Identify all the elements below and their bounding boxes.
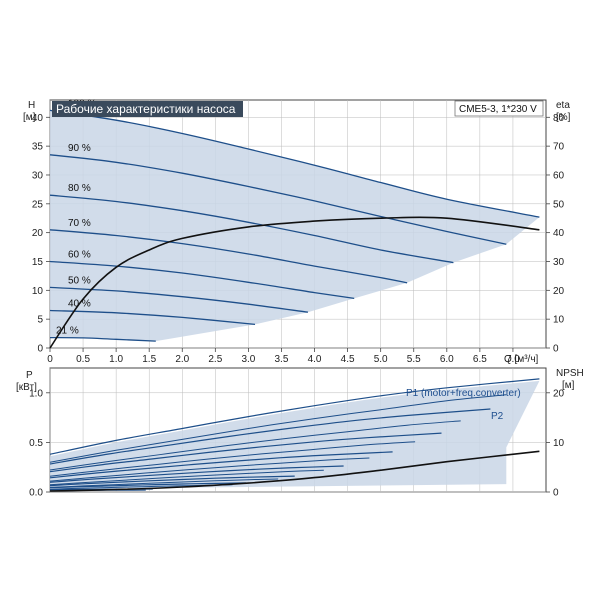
p1-speed-curve (49, 408, 491, 465)
eta-ylabel-unit: [%] (556, 112, 571, 123)
eta-y-tick-label: 60 (553, 170, 565, 181)
speed-label: 50 % (68, 275, 91, 286)
chart-title: Рабочие характеристики насоса (56, 102, 236, 116)
head-y-tick-label: 10 (32, 286, 44, 297)
head-y-tick-label: 40 (32, 113, 44, 124)
head-x-tick-label: 3.5 (275, 354, 289, 365)
head-curve-50 (49, 286, 308, 313)
head-y-tick-label: 20 (32, 228, 44, 239)
p2-speed-curve (49, 420, 461, 471)
npsh-ylabel-symbol: NPSH (556, 368, 584, 379)
p1-speed-curve (49, 465, 344, 483)
head-y-tick-label: 5 (37, 315, 43, 326)
p1-speed-curve (49, 482, 246, 489)
p2-label: P2 (491, 411, 504, 422)
head-y-tick-label: 35 (32, 142, 44, 153)
head-x-tick-label: 6.0 (440, 354, 454, 365)
eta-y-tick-label: 10 (553, 315, 565, 326)
head-y-tick-label: 15 (32, 257, 44, 268)
head-x-tick-label: 2.0 (175, 354, 189, 365)
eta-curve (49, 216, 540, 349)
head-x-tick-label: 6.5 (473, 354, 487, 365)
power-axis-ticks: 0.0 0.5 1.0 0 10 20 (29, 388, 564, 498)
head-ylabel-symbol: H (28, 100, 35, 111)
npsh-y-tick-label: 0 (553, 488, 559, 499)
head-x-tick-label: 5.5 (407, 354, 421, 365)
power-ylabel-unit: [кВт] (16, 382, 37, 393)
p2-speed-curve (49, 457, 370, 482)
eta-y-tick-label: 0 (553, 344, 559, 355)
head-x-tick-label: 4.0 (308, 354, 322, 365)
eta-y-tick-label: 40 (553, 228, 565, 239)
head-curve-80 (49, 194, 454, 264)
head-operating-region (50, 110, 540, 342)
head-x-tick-label: 1.5 (142, 354, 156, 365)
p1-speed-curve (49, 378, 540, 455)
head-x-tick-label: 0 (47, 354, 53, 365)
head-curve-21 (49, 336, 156, 342)
head-y-tick-label: 30 (32, 170, 44, 181)
speed-label: 21 % (56, 326, 79, 337)
head-x-tick-label: 5.0 (374, 354, 388, 365)
p2-speed-curve (49, 394, 507, 463)
npsh-ylabel-unit: [м] (562, 380, 575, 391)
head-curve-60 (49, 260, 355, 300)
eta-curves (49, 216, 540, 349)
power-y-tick-label: 0.5 (29, 438, 43, 449)
eta-y-tick-label: 80 (553, 113, 565, 124)
head-y-tick-label: 0 (37, 344, 43, 355)
head-axis-ticks: 0 0.5 1.0 1.5 2.0 2.5 3.0 3.5 4.0 4.5 5.0 5.5 6.0 6.5… (32, 113, 565, 365)
head-x-tick-label: 2.5 (208, 354, 222, 365)
head-curve-70 (49, 229, 408, 284)
npsh-curve (49, 450, 540, 492)
head-curve-90 (49, 154, 507, 245)
operating-region (50, 110, 540, 342)
eta-y-tick-label: 20 (553, 286, 565, 297)
head-curve-100 (49, 109, 540, 218)
npsh-y-tick-label: 10 (553, 438, 565, 449)
eta-y-tick-label: 70 (553, 142, 565, 153)
power-region (50, 380, 540, 489)
p2-speed-curve (49, 478, 279, 488)
speed-label: 70 % (68, 218, 91, 229)
title-bar (52, 101, 243, 117)
power-y-tick-label: 1.0 (29, 388, 43, 399)
head-x-tick-label: 0.5 (76, 354, 90, 365)
p2-speed-curve (49, 469, 324, 486)
power-curves (49, 378, 540, 492)
speed-label: 90 % (68, 143, 91, 154)
p1-label: P1 (motor+freq.converter) (406, 388, 521, 399)
eta-ylabel-symbol: eta (556, 100, 570, 111)
head-ylabel-unit: [м] (23, 112, 36, 123)
npsh-y-tick-label: 20 (553, 388, 565, 399)
speed-label: 60 % (68, 249, 91, 260)
model-label: CME5-3, 1*230 V (459, 104, 537, 115)
npsh-curves (49, 450, 540, 492)
p1-speed-curve (49, 432, 442, 473)
head-x-tick-label: 7.0 (506, 354, 520, 365)
head-xlabel: Q [м³/ч] (504, 354, 539, 365)
head-x-tick-label: 4.5 (341, 354, 355, 365)
eta-y-tick-label: 50 (553, 199, 565, 210)
power-ylabel-symbol: P (26, 370, 33, 381)
p2-speed-curve (49, 441, 416, 477)
speed-label: 80 % (68, 183, 91, 194)
head-x-tick-label: 3.0 (241, 354, 255, 365)
p1-speed-curve (49, 475, 295, 487)
eta-y-tick-label: 30 (553, 257, 565, 268)
power-region (50, 380, 540, 489)
p1-speed-curve (49, 451, 393, 479)
power-y-tick-label: 0.0 (29, 488, 43, 499)
model-box (454, 100, 544, 117)
head-x-tick-label: 1.0 (109, 354, 123, 365)
head-y-tick-label: 25 (32, 199, 44, 210)
head-curve-40 (49, 309, 256, 326)
